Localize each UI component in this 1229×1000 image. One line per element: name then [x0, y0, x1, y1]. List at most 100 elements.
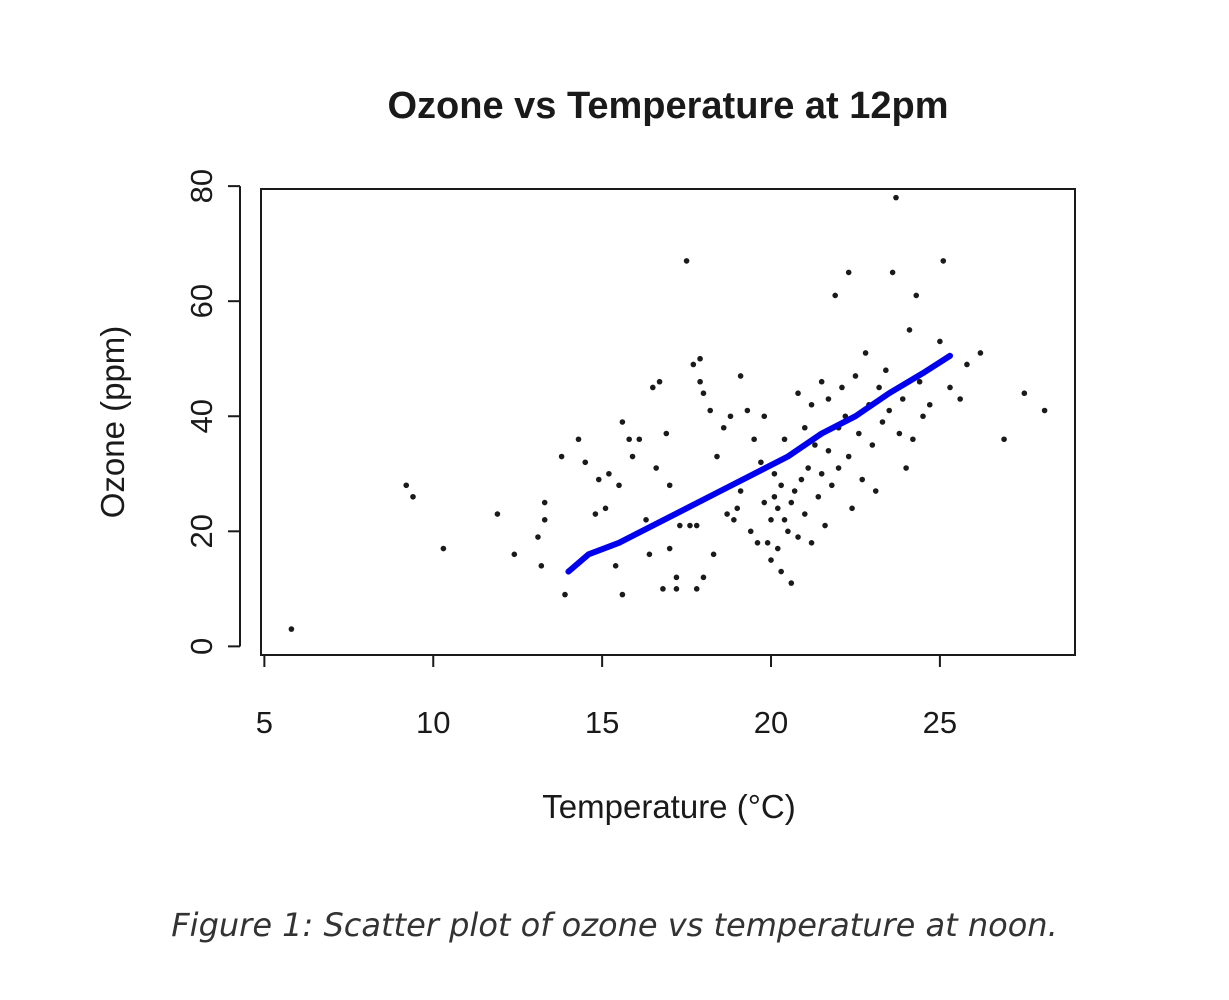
- data-point: [920, 413, 926, 420]
- data-point: [798, 476, 805, 483]
- data-point: [751, 436, 757, 443]
- data-point: [731, 517, 737, 523]
- data-point: [700, 390, 707, 397]
- data-point: [916, 378, 923, 385]
- y-tick-label: 0: [184, 638, 219, 655]
- data-point: [737, 373, 744, 379]
- data-point: [778, 482, 784, 489]
- data-point: [538, 563, 545, 569]
- points-layer: [288, 194, 1048, 632]
- data-point: [795, 390, 801, 397]
- data-point: [714, 453, 720, 460]
- data-point: [562, 591, 568, 598]
- data-point: [700, 574, 707, 581]
- data-point: [660, 586, 666, 592]
- x-tick-label: 25: [923, 705, 957, 740]
- data-point: [1021, 390, 1028, 397]
- data-point: [778, 568, 784, 575]
- data-point: [893, 194, 899, 201]
- data-point: [808, 401, 815, 408]
- data-point: [636, 436, 643, 443]
- plot-frame: [260, 188, 1076, 656]
- data-point: [788, 499, 795, 506]
- data-point: [619, 419, 626, 425]
- data-point: [626, 436, 632, 443]
- chart-title: Ozone vs Temperature at 12pm: [387, 85, 948, 127]
- data-point: [957, 396, 963, 402]
- line-layer: [565, 352, 953, 575]
- data-point: [856, 430, 862, 437]
- data-point: [781, 517, 788, 523]
- figure-caption: Figure 1: Scatter plot of ozone vs tempe…: [171, 906, 1058, 944]
- data-point: [899, 396, 906, 402]
- data-point: [737, 488, 744, 494]
- data-point: [761, 413, 768, 420]
- data-point: [774, 545, 781, 552]
- data-point: [869, 442, 876, 448]
- data-point: [812, 442, 818, 448]
- data-point: [616, 482, 622, 489]
- x-axis-label: Temperature (°C): [542, 788, 795, 825]
- x-tick-label: 15: [585, 705, 619, 740]
- data-point: [896, 430, 903, 437]
- y-tick-label: 20: [184, 514, 219, 548]
- data-point: [808, 540, 815, 546]
- data-point: [876, 384, 882, 391]
- data-point: [940, 258, 947, 264]
- data-point: [781, 436, 788, 443]
- data-point: [829, 482, 835, 489]
- data-point: [653, 465, 659, 471]
- y-tick-label: 60: [184, 284, 219, 318]
- data-point: [754, 540, 761, 546]
- data-point: [774, 505, 781, 512]
- data-point: [947, 384, 953, 391]
- data-point: [707, 407, 714, 414]
- data-point: [643, 517, 649, 523]
- data-point: [629, 453, 636, 460]
- data-point: [791, 488, 798, 494]
- data-point: [859, 476, 866, 483]
- data-point: [825, 396, 832, 402]
- data-point: [822, 522, 828, 529]
- data-point: [815, 493, 822, 500]
- data-point: [795, 534, 801, 540]
- data-point: [494, 511, 501, 517]
- data-point: [849, 505, 855, 512]
- y-tick-label: 80: [184, 169, 219, 203]
- data-point: [595, 476, 602, 483]
- data-point: [687, 522, 693, 529]
- x-tick-label: 10: [416, 705, 450, 740]
- data-point: [758, 459, 764, 466]
- data-point: [606, 470, 612, 477]
- data-point: [771, 470, 778, 477]
- data-point: [592, 511, 599, 517]
- data-point: [734, 505, 741, 512]
- data-point: [926, 401, 933, 408]
- data-point: [937, 338, 943, 345]
- y-axis-label: Ozone (ppm): [94, 326, 131, 519]
- data-point: [768, 557, 774, 563]
- data-point: [410, 493, 416, 500]
- data-point: [845, 269, 852, 276]
- data-point: [558, 453, 565, 460]
- data-point: [889, 269, 896, 276]
- data-point: [832, 292, 838, 299]
- data-point: [541, 499, 548, 506]
- data-point: [768, 517, 774, 523]
- data-point: [747, 528, 754, 535]
- data-point: [852, 373, 859, 379]
- data-point: [977, 350, 984, 356]
- data-point: [825, 447, 832, 454]
- data-point: [788, 580, 795, 586]
- data-point: [720, 424, 727, 431]
- data-point: [541, 517, 548, 523]
- data-point: [724, 511, 730, 517]
- y-axis: 0 20 40 60 80: [184, 169, 241, 655]
- data-point: [582, 459, 589, 466]
- data-point: [785, 528, 791, 535]
- y-tick-label: 40: [184, 399, 219, 433]
- data-point: [805, 465, 811, 471]
- data-point: [690, 361, 697, 368]
- data-point: [511, 551, 518, 558]
- data-point: [801, 511, 808, 517]
